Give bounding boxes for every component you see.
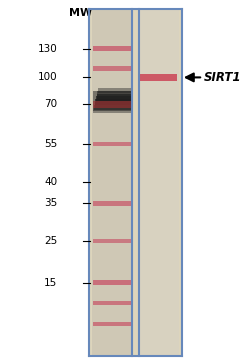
Bar xyxy=(92,9,132,356)
Bar xyxy=(96,96,131,102)
Text: 25: 25 xyxy=(44,236,57,246)
Bar xyxy=(93,46,131,51)
Bar xyxy=(94,105,131,111)
Text: 70: 70 xyxy=(44,99,57,109)
Bar xyxy=(95,102,131,108)
Bar xyxy=(95,99,131,105)
Bar xyxy=(93,108,131,113)
Bar xyxy=(93,66,131,71)
Bar xyxy=(139,9,179,356)
Bar xyxy=(140,74,177,81)
Text: 100: 100 xyxy=(38,72,57,82)
Text: MW: MW xyxy=(69,8,92,18)
Bar xyxy=(93,280,131,285)
Bar xyxy=(93,322,131,326)
Bar xyxy=(89,9,182,356)
Text: 40: 40 xyxy=(44,177,57,187)
Bar xyxy=(97,91,131,96)
Bar xyxy=(93,301,131,305)
Bar xyxy=(93,239,131,243)
Text: SIRT1: SIRT1 xyxy=(204,71,242,84)
Text: 15: 15 xyxy=(44,278,57,288)
Text: 55: 55 xyxy=(44,139,57,149)
Bar xyxy=(98,88,131,94)
Bar xyxy=(93,91,131,111)
Bar xyxy=(93,201,131,206)
Bar xyxy=(93,142,131,147)
Bar xyxy=(97,94,131,99)
Text: 35: 35 xyxy=(44,198,57,208)
Text: 130: 130 xyxy=(38,44,57,54)
Bar xyxy=(93,101,131,108)
